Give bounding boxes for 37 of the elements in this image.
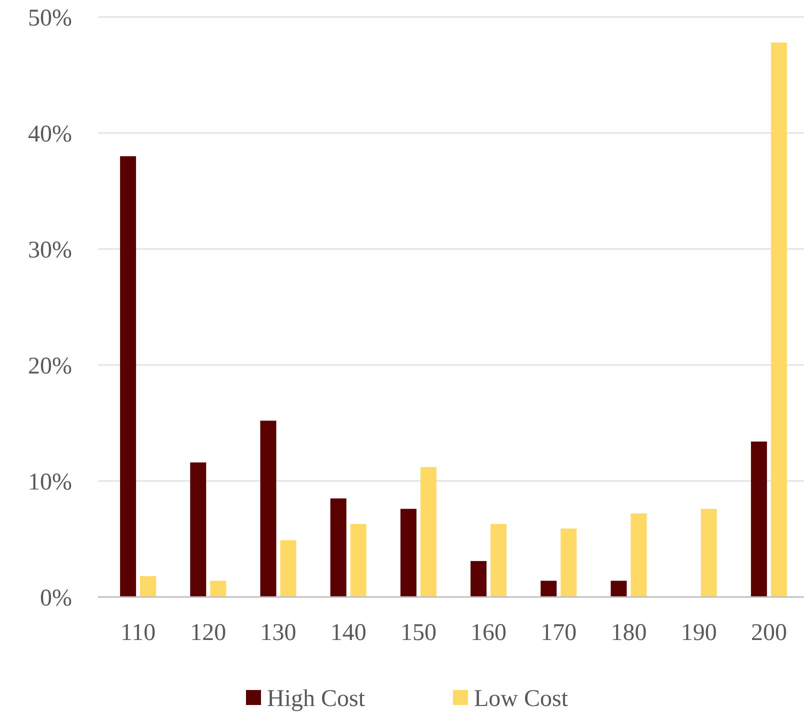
bar bbox=[330, 498, 346, 597]
y-tick-label: 10% bbox=[28, 469, 72, 496]
bar bbox=[770, 42, 787, 597]
bar bbox=[260, 420, 276, 597]
x-tick-label: 200 bbox=[750, 620, 787, 646]
x-tick-label: 130 bbox=[260, 620, 296, 646]
bar bbox=[540, 580, 557, 597]
x-tick-label: 150 bbox=[400, 620, 436, 646]
x-tick-label: 120 bbox=[190, 620, 226, 646]
x-tick-label: 140 bbox=[330, 620, 366, 646]
legend-label: Low Cost bbox=[474, 686, 568, 712]
bar bbox=[610, 580, 627, 597]
bar bbox=[190, 462, 206, 597]
y-tick-label: 30% bbox=[28, 237, 72, 264]
x-tick-label: 110 bbox=[120, 620, 156, 646]
bar bbox=[350, 524, 366, 597]
y-tick-label: 40% bbox=[28, 121, 72, 148]
bar bbox=[120, 156, 136, 597]
bar bbox=[630, 513, 647, 597]
bar bbox=[750, 442, 767, 597]
x-tick-label: 160 bbox=[470, 620, 507, 646]
x-tick-label: 180 bbox=[610, 620, 647, 646]
x-tick-label: 190 bbox=[680, 620, 717, 646]
bar bbox=[140, 576, 156, 597]
x-tick-label: 170 bbox=[540, 620, 577, 646]
bar bbox=[400, 508, 416, 597]
bar bbox=[490, 524, 507, 597]
bar bbox=[700, 508, 717, 597]
y-tick-label: 0% bbox=[40, 585, 72, 612]
bar bbox=[470, 561, 487, 597]
bar bbox=[210, 580, 226, 597]
y-tick-label: 20% bbox=[28, 353, 72, 380]
y-tick-label: 50% bbox=[28, 5, 72, 32]
bar bbox=[420, 467, 436, 597]
bar bbox=[280, 540, 296, 597]
legend-label: High Cost bbox=[267, 686, 366, 712]
bar bbox=[560, 528, 577, 597]
